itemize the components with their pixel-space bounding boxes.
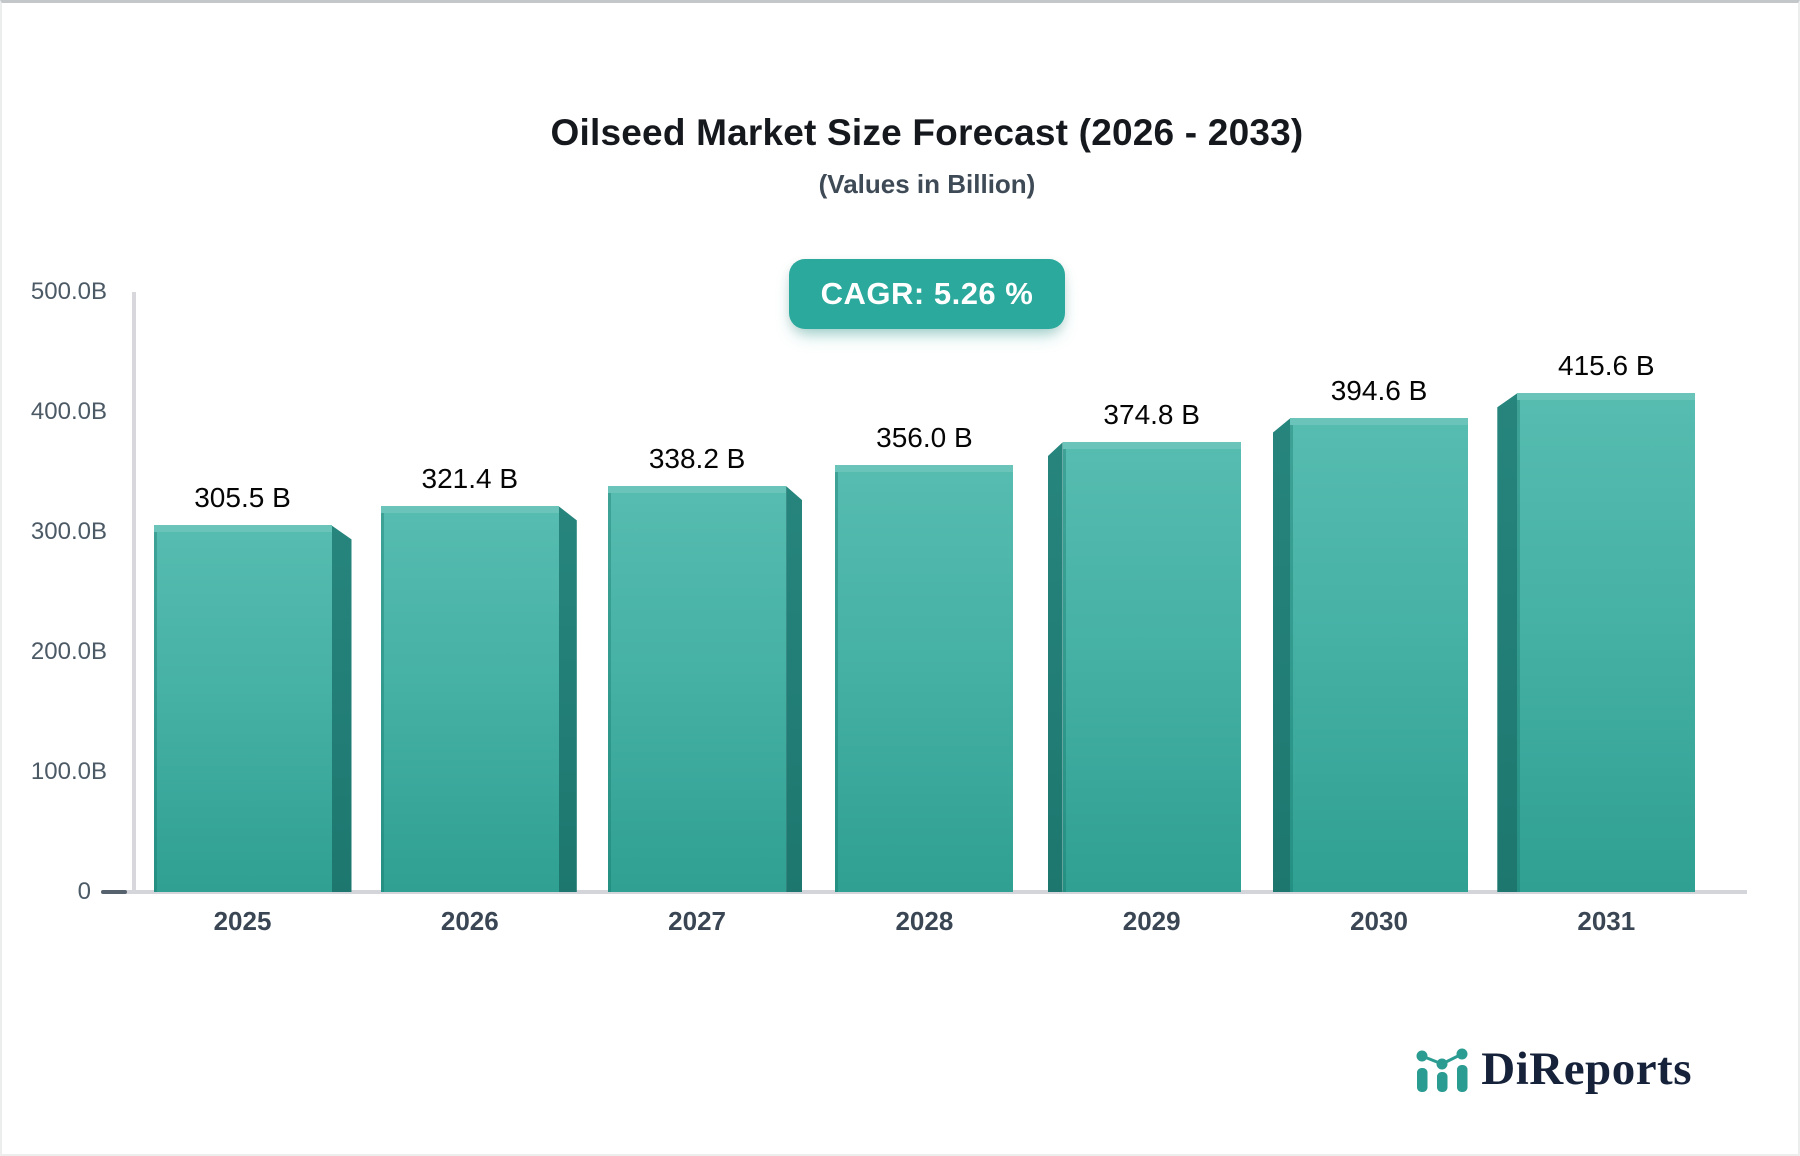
bar-side-face bbox=[331, 525, 352, 892]
bar-value-label: 305.5 B bbox=[194, 482, 291, 514]
bar-side-face bbox=[786, 486, 803, 892]
x-axis-label-2026: 2026 bbox=[440, 906, 499, 936]
y-tick-label: 300.0B bbox=[30, 518, 107, 545]
y-tick-100.0B: 100.0B bbox=[2, 757, 107, 787]
bar-side-face bbox=[1497, 393, 1518, 892]
bar-side-face bbox=[558, 506, 577, 892]
y-tick-label: 100.0B bbox=[30, 758, 107, 785]
bar-top-highlight bbox=[153, 525, 332, 533]
cagr-badge-label: CAGR: 5.26 % bbox=[820, 276, 1034, 311]
zero-tick-dash bbox=[101, 890, 127, 894]
bar-column-2029[interactable] bbox=[1047, 442, 1241, 892]
brand-logo-text: DiReports bbox=[1481, 1042, 1692, 1095]
plot-area: 500.0B 400.0B 300.0B 200.0B 100.0B 0 305.5 B 3… bbox=[2, 3, 1798, 1154]
bar-value-label: 415.6 B bbox=[1558, 350, 1655, 382]
chart-title: Oilseed Market Size Forecast (2026 - 203… bbox=[550, 112, 1304, 153]
x-axis-label-2030: 2030 bbox=[1350, 906, 1408, 936]
y-tick-400.0B: 400.0B bbox=[2, 397, 107, 427]
bar-column-2025[interactable] bbox=[153, 525, 352, 892]
bar-value-label: 321.4 B bbox=[421, 463, 519, 495]
bar-column-2028[interactable] bbox=[835, 464, 1014, 892]
y-tick-label: 0 bbox=[77, 878, 91, 905]
bar-front-face bbox=[1062, 442, 1241, 892]
bar-value-label: 374.8 B bbox=[1103, 399, 1200, 431]
x-axis-label-2028: 2028 bbox=[895, 906, 954, 936]
bar-column-2026[interactable] bbox=[380, 506, 577, 892]
bar-column-2027[interactable] bbox=[608, 486, 803, 892]
bar-front-face bbox=[380, 506, 559, 892]
bar-side-face bbox=[1047, 442, 1063, 892]
y-axis-line bbox=[132, 292, 136, 892]
bar-front-face bbox=[1517, 393, 1696, 892]
y-tick-label: 400.0B bbox=[30, 398, 107, 425]
y-tick-0: 0 bbox=[2, 877, 127, 907]
y-tick-label: 500.0B bbox=[30, 278, 107, 305]
bar-top-highlight bbox=[380, 506, 559, 514]
bar-top-highlight bbox=[1290, 418, 1468, 426]
y-tick-500.0B: 500.0B bbox=[2, 277, 107, 307]
bar-front-face bbox=[608, 486, 787, 892]
bar-top-highlight bbox=[835, 464, 1014, 472]
bar-top-highlight bbox=[1517, 393, 1696, 401]
bar-front-face bbox=[835, 464, 1014, 892]
bar-column-2030[interactable] bbox=[1273, 418, 1468, 892]
bar-value-label: 356.0 B bbox=[876, 421, 973, 453]
x-axis-label-2027: 2027 bbox=[668, 906, 727, 936]
brand-logo: DiReports bbox=[1415, 1037, 1692, 1101]
bar-top-highlight bbox=[1062, 442, 1241, 450]
y-tick-200.0B: 200.0B bbox=[2, 637, 107, 667]
bar-line-chart-icon bbox=[1416, 1048, 1468, 1092]
chart-subtitle: (Values in Billion) bbox=[818, 169, 1036, 199]
x-axis-label-2031: 2031 bbox=[1577, 906, 1636, 936]
bar-side-face bbox=[1273, 418, 1290, 892]
y-tick-label: 200.0B bbox=[30, 638, 107, 665]
bar-front-face bbox=[1290, 418, 1468, 892]
bar-front-face bbox=[153, 525, 332, 892]
bar-column-2031[interactable] bbox=[1497, 393, 1696, 892]
x-axis-line bbox=[112, 890, 1747, 894]
x-axis-label-2025: 2025 bbox=[213, 906, 272, 936]
bar-value-label: 394.6 B bbox=[1330, 375, 1428, 407]
y-tick-300.0B: 300.0B bbox=[2, 517, 107, 547]
bar-top-highlight bbox=[608, 486, 787, 494]
cagr-badge: CAGR: 5.26 % bbox=[789, 259, 1065, 329]
x-axis-label-2029: 2029 bbox=[1122, 906, 1181, 936]
bar-value-label: 338.2 B bbox=[648, 443, 746, 475]
